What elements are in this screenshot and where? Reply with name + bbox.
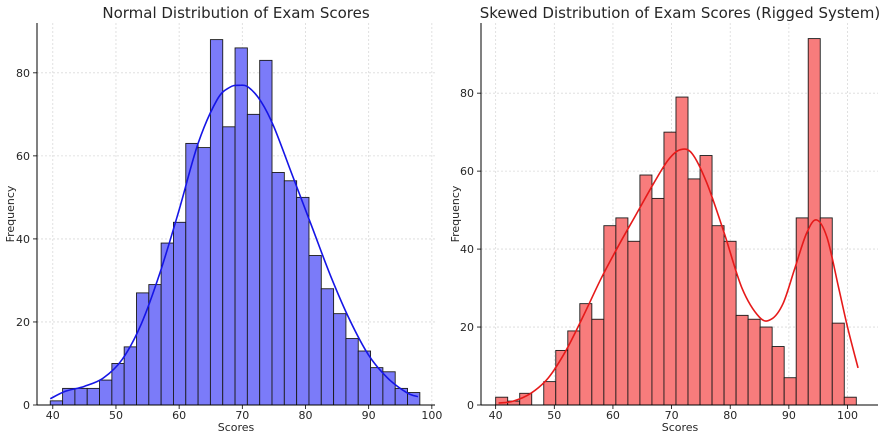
- x-tick-label: 50: [547, 409, 561, 422]
- y-tick-label: 20: [16, 316, 30, 329]
- tick-labels: 40 50 60 70 80 90 100 0 20 40 60 80: [16, 67, 442, 422]
- x-axis-label: Scores: [218, 421, 255, 434]
- histogram-bar: [148, 284, 162, 406]
- chart-title: Skewed Distribution of Exam Scores (Rigg…: [480, 4, 881, 22]
- histogram-bar: [394, 387, 408, 406]
- x-axis-label: Scores: [662, 421, 699, 434]
- x-tick-label: 40: [46, 409, 60, 422]
- histogram-bar: [735, 314, 749, 406]
- histogram-bar: [185, 142, 199, 406]
- histogram-bar: [271, 172, 285, 406]
- histogram-bar: [74, 387, 88, 406]
- histogram-bar: [234, 47, 248, 406]
- histogram-bar: [382, 371, 396, 406]
- histogram-bar: [49, 400, 64, 406]
- y-axis-label: Frequency: [449, 185, 462, 242]
- skewed-distribution-panel: Skewed Distribution of Exam Scores (Rigg…: [449, 4, 880, 434]
- x-tick-label: 60: [606, 409, 620, 422]
- normal-distribution-panel: Normal Distribution of Exam Scores Score…: [4, 4, 442, 434]
- y-tick-label: 60: [16, 150, 30, 163]
- y-tick-label: 0: [467, 399, 474, 412]
- histogram-bar: [320, 288, 335, 406]
- y-tick-label: 80: [460, 87, 474, 100]
- x-tick-label: 90: [362, 409, 376, 422]
- y-tick-label: 20: [460, 321, 474, 334]
- y-tick-label: 80: [16, 67, 30, 80]
- histogram-bar: [99, 379, 113, 406]
- x-tick-label: 100: [421, 409, 442, 422]
- x-tick-label: 70: [235, 409, 249, 422]
- histogram-bar: [345, 338, 359, 406]
- histogram-bar: [711, 225, 725, 406]
- kde-curve: [498, 148, 859, 404]
- histogram-bar: [843, 396, 857, 406]
- histogram-bar: [259, 59, 273, 406]
- histogram-bar: [197, 147, 211, 406]
- histogram-bar: [333, 313, 347, 406]
- histogram-bar: [819, 217, 833, 406]
- x-tick-label: 100: [837, 409, 858, 422]
- histogram-bar: [567, 330, 581, 406]
- histogram-bar: [495, 396, 509, 406]
- histogram-bar: [651, 197, 665, 406]
- histogram-bar: [759, 326, 773, 406]
- histogram-bar: [543, 381, 557, 406]
- histogram-bar: [308, 255, 322, 406]
- histogram-bar: [296, 196, 310, 406]
- histogram-bar: [222, 126, 236, 406]
- y-tick-label: 40: [460, 243, 474, 256]
- kde-curve: [49, 84, 419, 400]
- histogram-bar: [123, 346, 137, 406]
- histogram-bar: [771, 346, 785, 406]
- x-tick-label: 70: [665, 409, 679, 422]
- histogram-bar: [591, 318, 605, 406]
- histogram-bar: [747, 318, 761, 406]
- histogram-bar: [246, 113, 261, 406]
- x-tick-label: 40: [489, 409, 503, 422]
- histogram-bar: [160, 242, 174, 406]
- histogram-bar: [639, 174, 653, 406]
- chart-title: Normal Distribution of Exam Scores: [102, 4, 369, 22]
- kde-curve-group: [49, 84, 419, 400]
- kde-curve-group: [498, 148, 859, 404]
- x-tick-label: 60: [172, 409, 186, 422]
- histogram-bar: [283, 180, 298, 406]
- histogram-bar: [663, 131, 677, 406]
- y-tick-label: 0: [23, 399, 30, 412]
- tick-labels: 40 50 60 70 80 90 100 0 20 40 60 80: [460, 87, 858, 422]
- histogram-bar: [687, 178, 701, 406]
- histogram-bar: [783, 377, 797, 406]
- y-tick-label: 60: [460, 165, 474, 178]
- histogram-bars: [49, 39, 421, 406]
- histogram-bar: [675, 96, 689, 406]
- x-tick-label: 50: [109, 409, 123, 422]
- x-tick-label: 80: [723, 409, 737, 422]
- histogram-bar: [357, 350, 372, 406]
- y-tick-label: 40: [16, 233, 30, 246]
- histogram-bar: [173, 221, 187, 406]
- histogram-bar: [86, 387, 100, 406]
- axes: [480, 23, 878, 406]
- y-axis-label: Frequency: [4, 185, 17, 242]
- histogram-bar: [627, 240, 641, 406]
- histogram-bar: [831, 322, 845, 406]
- x-tick-label: 80: [298, 409, 312, 422]
- histogram-bar: [370, 367, 384, 406]
- histogram-bars: [495, 38, 857, 406]
- histogram-bar: [519, 392, 533, 406]
- x-tick-label: 90: [782, 409, 796, 422]
